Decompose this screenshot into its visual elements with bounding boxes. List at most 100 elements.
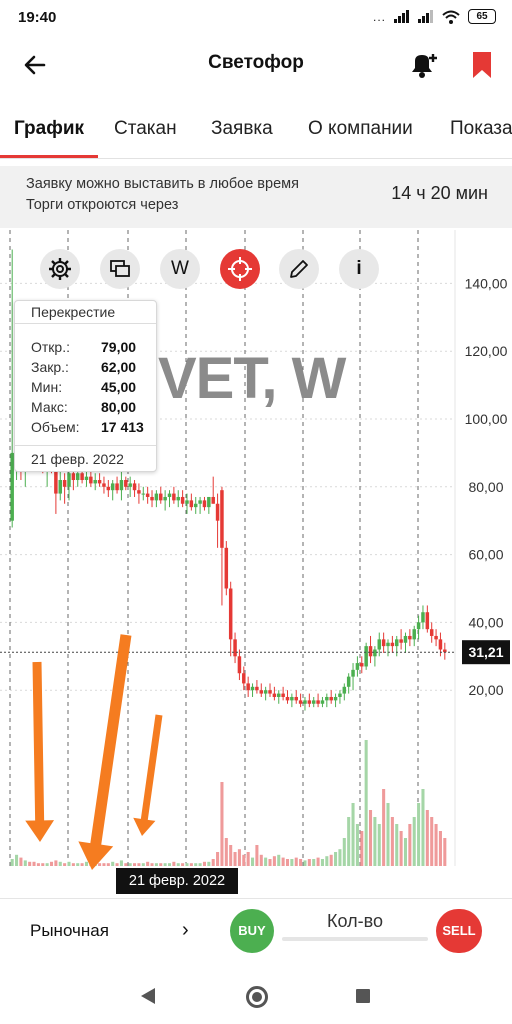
volume-bar — [106, 863, 110, 866]
volume-bar — [294, 857, 298, 866]
timeframe-button[interactable]: W — [160, 249, 200, 289]
draw-button[interactable] — [279, 249, 319, 289]
candle-body — [294, 696, 298, 701]
candle-body — [102, 483, 106, 487]
candle-body — [303, 700, 307, 704]
info-button[interactable]: i — [339, 249, 379, 289]
candle-body — [403, 635, 408, 643]
volume-bar — [320, 859, 324, 866]
candle-body — [207, 496, 211, 508]
candle-body — [242, 673, 246, 684]
volume-bar — [285, 859, 290, 866]
candle-body — [58, 480, 63, 494]
nav-back-icon[interactable] — [141, 988, 155, 1004]
volume-bar — [355, 824, 359, 866]
volume-bar — [364, 740, 368, 866]
candlestick-chart[interactable]: 160,00140,00120,00100,0080,0060,0040,002… — [0, 230, 512, 870]
candle-body — [377, 639, 382, 650]
volume-bar — [202, 861, 206, 866]
volume-bar — [211, 859, 215, 866]
order-bar: Рыночная › BUY Кол-во SELL — [0, 898, 512, 965]
volume-bar — [382, 789, 386, 866]
tab-order[interactable]: Заявка — [211, 118, 273, 139]
candle-body — [106, 486, 111, 491]
bookmark-icon[interactable] — [470, 50, 494, 80]
tooltip-row-close: Закр.: 62,00 — [31, 359, 149, 375]
candle-body — [228, 588, 233, 640]
tab-company[interactable]: О компании — [308, 118, 413, 139]
bell-plus-icon[interactable] — [406, 50, 440, 80]
tab-orderbook[interactable]: Стакан — [114, 118, 177, 139]
volume-bar — [58, 861, 62, 866]
volume-bar — [32, 861, 36, 866]
chevron-right-icon[interactable]: › — [182, 919, 189, 941]
candle-body — [198, 500, 202, 504]
volume-bar — [154, 863, 158, 866]
tooltip-divider — [15, 323, 156, 324]
volume-bar — [159, 863, 163, 866]
buy-button[interactable]: BUY — [230, 909, 274, 953]
quantity-input[interactable]: Кол-во — [327, 911, 383, 931]
candle-body — [237, 656, 242, 674]
tab-indicators[interactable]: Показа — [450, 118, 512, 139]
volume-bar — [49, 861, 54, 866]
tab-chart[interactable]: График — [14, 118, 85, 139]
candle-body — [390, 642, 395, 647]
volume-bar — [390, 817, 394, 866]
last-price-badge — [462, 640, 510, 665]
nav-home-icon[interactable] — [246, 986, 268, 1008]
candle-body — [54, 469, 58, 494]
candle-body — [189, 500, 194, 508]
volume-bar — [23, 860, 27, 866]
app-bar: Светофор — [0, 36, 512, 94]
candle-body — [329, 696, 333, 701]
volume-bar — [19, 857, 23, 866]
pencil-icon — [290, 260, 308, 278]
candle-body — [355, 663, 360, 670]
active-tab-indicator — [0, 155, 98, 158]
volume-bar — [67, 861, 71, 866]
candle-body — [338, 693, 342, 697]
back-arrow-icon[interactable] — [20, 50, 50, 80]
crosshair-tooltip: Перекрестие Откр.: 79,00 Закр.: 62,00 Ми… — [14, 300, 157, 472]
more-dots: ... — [372, 9, 386, 24]
volume-bar — [102, 863, 106, 866]
crosshair-date-badge: 21 февр. 2022 — [116, 868, 238, 894]
status-bar: 19:40 ... 65 — [0, 0, 512, 36]
y-tick-label: 40,00 — [468, 614, 503, 630]
volume-bar — [246, 852, 250, 866]
candle-body — [246, 683, 250, 691]
sell-button[interactable]: SELL — [436, 909, 482, 953]
candle-body — [281, 693, 285, 697]
settings-button[interactable] — [40, 249, 80, 289]
candle-body — [202, 500, 207, 508]
layers-button[interactable] — [100, 249, 140, 289]
nav-recent-icon[interactable] — [356, 989, 370, 1003]
candle-body — [172, 493, 176, 501]
volume-bar — [10, 859, 14, 866]
candle-body — [137, 490, 141, 494]
candle-body — [93, 480, 97, 484]
signal-icon — [394, 10, 409, 23]
volume-bar — [264, 857, 268, 866]
volume-bar — [403, 838, 408, 866]
candle-body — [115, 483, 119, 491]
candle-body — [307, 700, 312, 704]
tooltip-label: Макс: — [31, 399, 68, 415]
battery-icon: 65 — [468, 9, 496, 24]
candle-body — [316, 700, 320, 704]
settings-icon — [49, 258, 71, 280]
candle-body — [97, 480, 102, 484]
crosshair-button[interactable] — [220, 249, 260, 289]
candle-body — [128, 483, 132, 487]
tooltip-value: 17 413 — [101, 419, 144, 435]
page-title: Светофор — [208, 52, 304, 73]
volume-bar — [342, 838, 346, 866]
volume-bar — [259, 854, 263, 866]
order-type-select[interactable]: Рыночная — [30, 921, 109, 940]
candle-body — [298, 700, 303, 704]
volume-bar — [430, 817, 434, 866]
volume-bar — [181, 863, 185, 866]
candle-body — [368, 646, 373, 657]
candle-body — [10, 452, 14, 521]
